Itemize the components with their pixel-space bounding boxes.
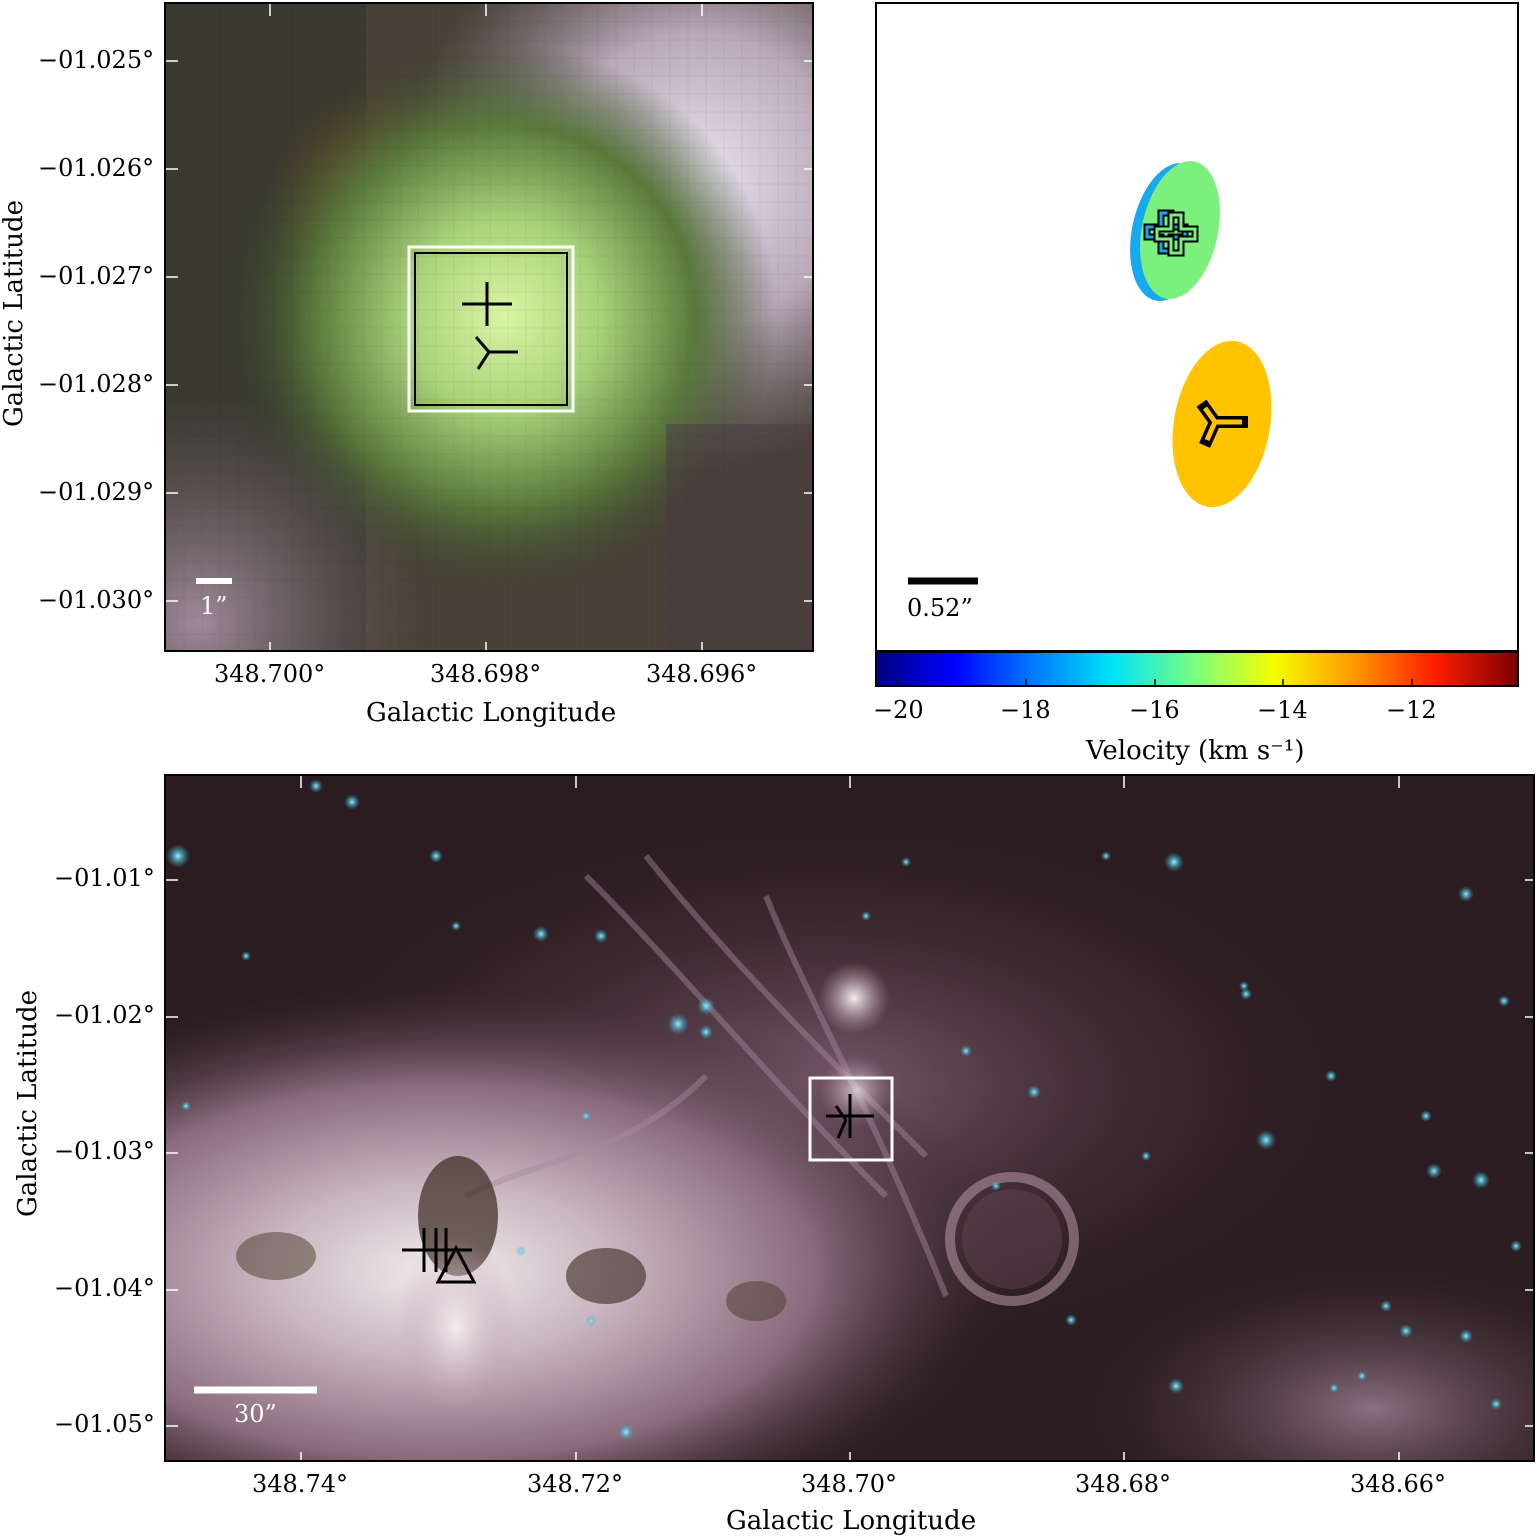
wide-field-image [166,776,1533,1460]
y-tick-label: −01.027° [38,262,155,290]
plus-marker [1143,209,1199,257]
velocity-map [908,161,1272,585]
x-tick-label: 348.72° [527,1470,623,1498]
x-tick-label: 348.66° [1350,1470,1446,1498]
colorbar-title: Velocity (km s⁻¹) [1086,736,1305,766]
tri-marker [834,1105,848,1139]
velocity-colorbar [875,651,1519,687]
colorbar-tick-label: −20 [873,696,924,724]
colorbar-tick-label: −12 [1386,696,1437,724]
triangle-marker [435,1244,477,1284]
colorbar-tick-label: −18 [1000,696,1051,724]
y-tick-label: −01.030° [38,586,155,614]
bottom-wide-field-panel: 30” [164,774,1535,1462]
y-tick-label: −01.029° [38,478,155,506]
y-tick-label: −01.04° [54,1274,155,1302]
tri-marker [1196,399,1248,448]
scale-bar-label: 30” [234,1400,277,1428]
x-tick-label: 348.68° [1075,1470,1171,1498]
y-tick-label: −01.026° [38,154,155,182]
x-tick-label: 348.696° [646,660,758,688]
x-tick-label: 348.70° [801,1470,897,1498]
region-box [808,1076,894,1162]
x-axis-title: Galactic Longitude [726,1506,977,1536]
colorbar-tick-label: −14 [1257,696,1308,724]
top-left-image-panel: 1” [164,2,814,652]
plus-marker [826,1094,874,1138]
y-tick-label: −01.03° [54,1137,155,1165]
y-tick-label: −01.05° [54,1410,155,1438]
scale-bar-label: 0.52” [907,594,973,622]
scale-bar-label: 1” [200,592,228,620]
plus-marker [462,282,512,326]
y-axis-title: Galactic Latitude [13,990,43,1217]
x-axis-title: Galactic Longitude [366,698,617,728]
y-tick-label: −01.02° [54,1001,155,1029]
y-tick-label: −01.025° [38,46,155,74]
y-tick-label: −01.01° [54,864,155,892]
tri-marker [474,336,518,370]
x-tick-label: 348.74° [252,1470,348,1498]
x-tick-label: 348.700° [214,660,326,688]
y-tick-label: −01.028° [38,370,155,398]
colorbar-tick-label: −16 [1129,696,1180,724]
y-axis-title: Galactic Latitude [0,200,29,427]
region-box [407,245,575,413]
top-right-velocity-panel: 0.52” [875,2,1519,652]
top-left-image [166,4,812,650]
x-tick-label: 348.698° [430,660,542,688]
